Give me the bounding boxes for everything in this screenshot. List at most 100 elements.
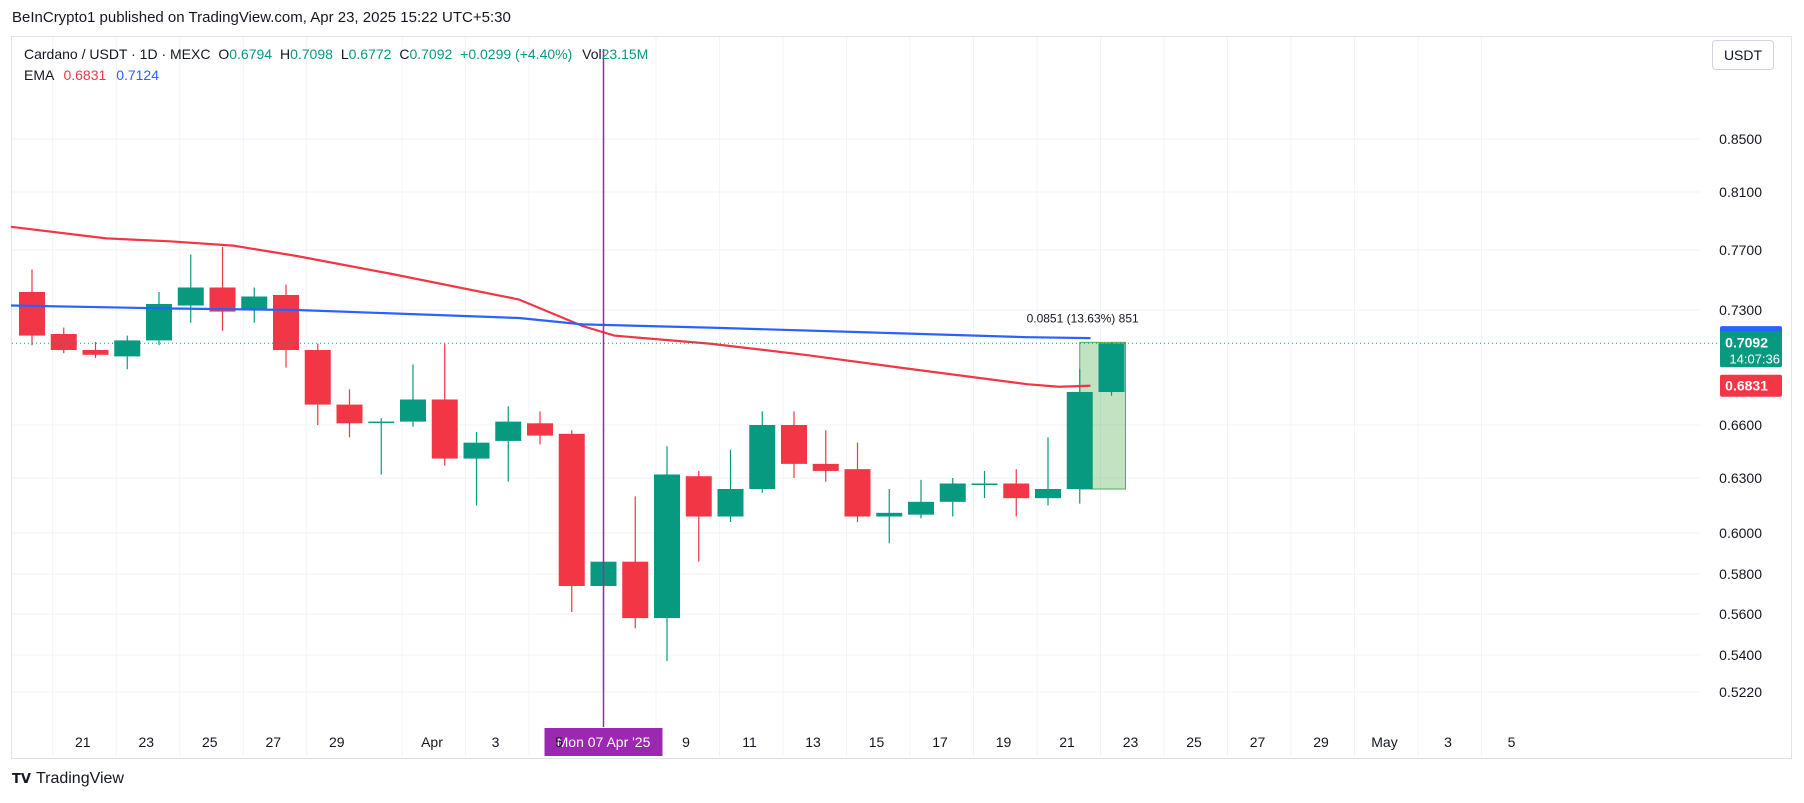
symbol-label[interactable]: Cardano / USDT · 1D · MEXC (24, 46, 211, 62)
candle-body (527, 423, 553, 436)
candle (844, 442, 871, 522)
candle-body (1066, 392, 1093, 489)
x-tick-label: 3 (1444, 734, 1452, 750)
candle-body (400, 399, 426, 422)
candle-body (82, 350, 109, 355)
ema-blue-value: 0.7124 (116, 67, 160, 83)
low-value: 0.6772 (348, 46, 392, 62)
ema-red-line (10, 225, 1091, 388)
crosshair-date-badge (544, 728, 663, 756)
candle (273, 284, 299, 368)
candle (654, 446, 680, 662)
candle (939, 478, 966, 517)
candle-body (209, 287, 236, 312)
x-tick-label: 23 (138, 734, 154, 750)
candle-body (812, 463, 839, 471)
tradingview-logo-text: TradingView (35, 770, 124, 787)
x-tick-label: 5 (1508, 734, 1516, 750)
candle-body (939, 483, 966, 502)
candle-body (463, 442, 490, 459)
candle-body (749, 425, 776, 489)
candle-body (1035, 489, 1061, 499)
candle (527, 411, 553, 445)
price-label-countdown: 14:07:36 (1729, 351, 1780, 366)
candle (1098, 342, 1125, 396)
crosshair: Mon 07 Apr '25 (544, 49, 663, 756)
candle (368, 418, 395, 475)
candle-body (177, 287, 204, 306)
high-key: H (279, 46, 291, 62)
y-tick-label: 0.5600 (1719, 606, 1762, 622)
y-tick-label: 0.5800 (1719, 566, 1762, 582)
x-axis: 21 23 25 27 29 Apr 3 5 9 11 13 15 17 19 21 23 25 27 29 May 3… (75, 734, 1516, 750)
candle (209, 247, 236, 331)
candle-body (304, 350, 331, 405)
candle (495, 406, 522, 482)
x-tick-label: 11 (742, 734, 757, 750)
close-value: 0.7092 (409, 46, 453, 62)
grid-lines (12, 37, 1700, 756)
x-tick-label: Apr (421, 734, 443, 750)
candle (19, 269, 45, 346)
candle-body (908, 501, 934, 515)
x-tick-label: May (1371, 734, 1397, 750)
currency-button[interactable]: USDT (1712, 40, 1774, 70)
candle (177, 254, 204, 323)
candle (114, 335, 141, 370)
y-tick-label: 0.7300 (1719, 302, 1762, 318)
x-tick-label: 21 (1059, 734, 1075, 750)
y-axis: 0.8500 0.8100 0.7700 0.7300 0.6600 0.6300 0.60… (1719, 131, 1762, 700)
candle (50, 327, 77, 354)
y-tick-label: 0.5220 (1719, 684, 1762, 700)
x-tick-label: 27 (1250, 734, 1266, 750)
candle (685, 470, 712, 562)
candle-body (146, 304, 172, 341)
x-tick-label: 27 (265, 734, 281, 750)
candle (1003, 469, 1030, 517)
y-tick-label: 0.6300 (1719, 470, 1762, 486)
candle (749, 411, 776, 493)
candle (431, 343, 458, 466)
crosshair-date-label: Mon 07 Apr '25 (557, 734, 651, 750)
x-tick-label: 17 (932, 734, 948, 750)
tradingview-logo-icon: TV (12, 771, 31, 787)
candle-body (50, 334, 77, 350)
candle-body (717, 489, 744, 517)
candle-body (241, 296, 268, 310)
candle-body (654, 474, 680, 619)
tradingview-logo[interactable]: TV TradingView (12, 770, 124, 788)
measure-label: 0.0851 (13.63%) 851 (1027, 311, 1139, 325)
x-tick-label: 3 (492, 734, 500, 750)
candle-body (558, 433, 585, 586)
x-tick-label: 15 (869, 734, 885, 750)
candle-body (114, 340, 141, 357)
x-tick-label: 5 (555, 734, 563, 750)
candle-body (781, 425, 807, 464)
candle-body (971, 483, 998, 485)
open-key: O (218, 46, 230, 62)
high-value: 0.7098 (290, 46, 333, 62)
x-tick-label: 25 (202, 734, 218, 750)
candle-body (844, 469, 871, 517)
candle-body (336, 404, 363, 424)
candle (463, 432, 490, 506)
candle (622, 496, 649, 629)
attribution-text: BeInCrypto1 published on TradingView.com… (12, 9, 511, 26)
candle-body (273, 295, 299, 350)
x-tick-label: 19 (996, 734, 1012, 750)
x-tick-label: 23 (1123, 734, 1139, 750)
candle-body (368, 421, 395, 424)
candle (1035, 437, 1061, 506)
x-tick-label: 29 (1313, 734, 1329, 750)
ema-label[interactable]: EMA (24, 67, 54, 83)
ema-lines (10, 225, 1718, 388)
candle-body (622, 561, 649, 619)
y-tick-label: 0.8100 (1719, 184, 1762, 200)
candle (1066, 369, 1093, 504)
candle (876, 489, 903, 544)
x-tick-label: 13 (805, 734, 821, 750)
price-label-value: 0.6831 (1725, 378, 1768, 394)
candle-body (1098, 343, 1125, 393)
